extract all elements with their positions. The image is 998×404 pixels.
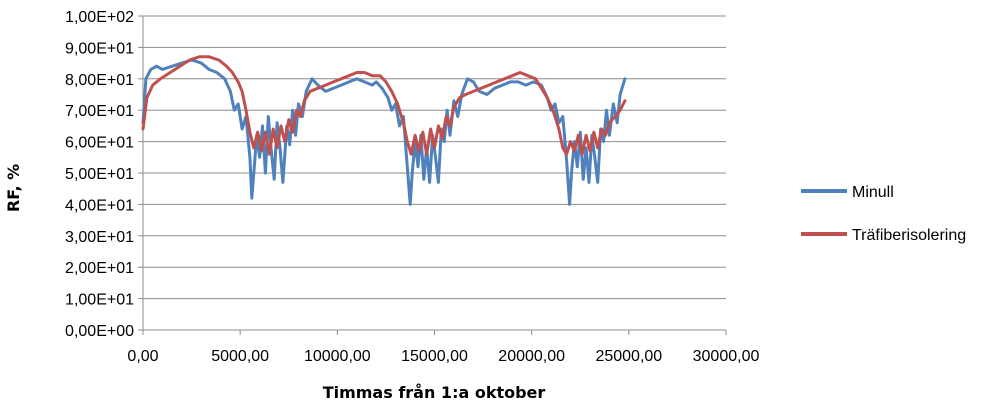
legend: Minull Träfiberisolering [801, 184, 966, 244]
x-tick-label-3: 15000,00 [401, 348, 468, 365]
x-tick-label-1: 5000,00 [211, 348, 269, 365]
y-tick-label-1: 1,00E+01 [65, 292, 134, 309]
y-tick-label-3: 3,00E+01 [65, 229, 134, 246]
y-axis-title: RF, % [4, 164, 23, 212]
x-tick-labels: 0,00 5000,00 10000,00 15000,00 20000,00 25000… [127, 348, 759, 365]
y-tick-label-6: 6,00E+01 [65, 135, 134, 152]
x-tick-label-4: 20000,00 [498, 348, 565, 365]
x-tick-label-5: 25000,00 [595, 348, 662, 365]
x-axis-title: Timmas från 1:a oktober [323, 383, 546, 402]
y-tick-label-9: 9,00E+01 [65, 40, 134, 57]
y-tick-labels: 0,00E+00 1,00E+01 2,00E+01 3,00E+01 4,00E+01… [65, 9, 134, 340]
axes [138, 15, 727, 335]
y-tick-label-0: 0,00E+00 [65, 323, 134, 340]
x-tick-label-6: 30000,00 [693, 348, 760, 365]
legend-label-minull: Minull [852, 184, 894, 201]
plot-area [141, 55, 627, 206]
y-tick-label-8: 8,00E+01 [65, 72, 134, 89]
y-tick-label-10: 1,00E+02 [65, 9, 134, 26]
series-line-minull [141, 58, 627, 206]
x-tick-label-2: 10000,00 [304, 348, 371, 365]
series-line-tr-fiberisolering [141, 55, 627, 156]
y-tick-label-5: 5,00E+01 [65, 166, 134, 183]
legend-label-trafiberisolering: Träfiberisolering [852, 227, 966, 244]
y-tick-label-4: 4,00E+01 [65, 197, 134, 214]
y-tick-label-7: 7,00E+01 [65, 103, 134, 120]
x-tick-label-0: 0,00 [127, 348, 158, 365]
y-tick-label-2: 2,00E+01 [65, 260, 134, 277]
